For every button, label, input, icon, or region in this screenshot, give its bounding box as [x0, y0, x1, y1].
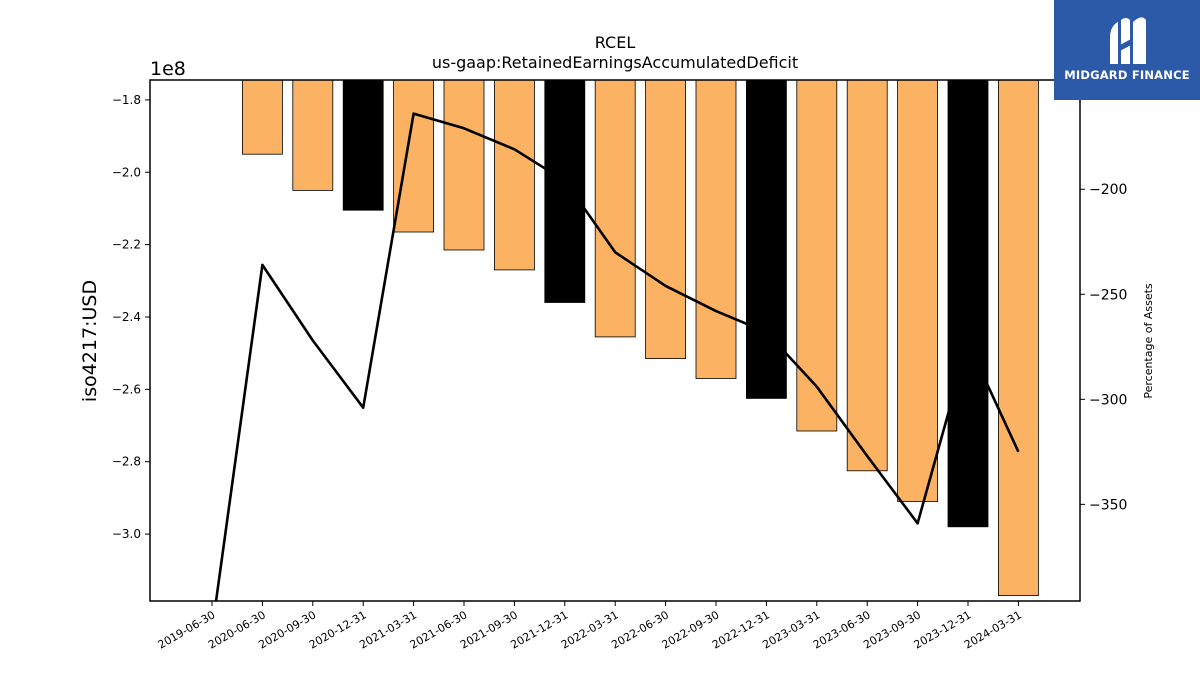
y-axis-label: iso4217:USD — [79, 280, 101, 402]
y-tick-label: −2.0 — [112, 165, 141, 179]
y-tick-label: −2.4 — [112, 310, 141, 324]
midgard-finance-logo: MIDGARD FINANCE — [1054, 0, 1200, 100]
y-tick-label: −2.8 — [112, 455, 141, 469]
chart-subtitle: us-gaap:RetainedEarningsAccumulatedDefic… — [432, 53, 798, 72]
logo-mark-icon — [1110, 17, 1146, 64]
y2-tick-label: −250 — [1089, 287, 1127, 303]
bar-2022-09-30 — [695, 80, 737, 379]
bar-2022-12-31 — [746, 80, 787, 399]
y-tick-label: −2.2 — [112, 238, 141, 252]
bar-2020-09-30 — [292, 80, 334, 191]
y-axis-multiplier: 1e8 — [150, 58, 186, 80]
bar-2021-03-31 — [393, 80, 435, 233]
chart-title: RCEL — [595, 33, 636, 52]
bar-2020-06-30 — [241, 80, 283, 155]
y-tick-label: −3.0 — [112, 527, 141, 541]
bar-2022-06-30 — [645, 80, 686, 360]
bar-2021-06-30 — [443, 80, 485, 251]
bar-2024-03-31 — [998, 80, 1039, 596]
bar-2023-03-31 — [796, 80, 838, 432]
bar-2021-12-31 — [544, 80, 586, 303]
x-tick-label: 2024-03-31 — [962, 608, 1024, 651]
y2-tick-label: −350 — [1089, 497, 1127, 513]
y-tick-label: −2.6 — [112, 382, 141, 396]
line-series — [214, 112, 1020, 601]
y2-tick-label: −200 — [1089, 182, 1127, 198]
percentage-of-assets-line — [214, 112, 1020, 601]
bar-2023-06-30 — [846, 80, 888, 472]
y-tick-label: −1.8 — [112, 93, 141, 107]
bar-2022-03-31 — [594, 80, 636, 338]
bar-2020-12-31 — [342, 80, 384, 211]
y2-tick-label: −300 — [1089, 392, 1127, 408]
bar-2023-12-31 — [947, 80, 989, 528]
y2-axis-label: Percentage of Assets — [1142, 283, 1155, 399]
plot-frame — [149, 79, 1081, 602]
bar-2021-09-30 — [493, 80, 535, 271]
logo-text: MIDGARD FINANCE — [1064, 68, 1190, 82]
bar-2023-09-30 — [897, 80, 938, 502]
